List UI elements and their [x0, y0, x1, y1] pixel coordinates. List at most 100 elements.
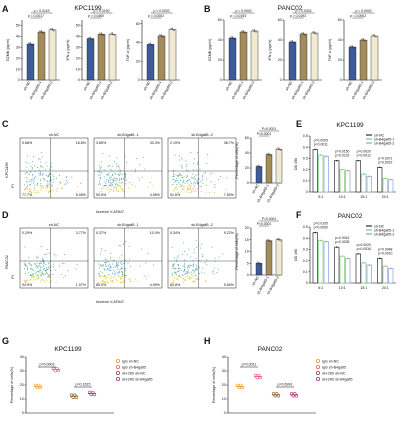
D-flow-event-2-57	[182, 275, 184, 277]
C-flow-event-2-29	[176, 184, 178, 186]
D-flow-event-1-24	[98, 275, 100, 277]
D-flow-event-2-156	[183, 269, 185, 271]
D-flow-event-2-59	[211, 271, 213, 273]
C-flow-event-1-15	[100, 161, 102, 163]
C-flow-event-2-115	[192, 177, 194, 179]
D-flow-event-1-32	[121, 261, 123, 263]
panel-label-e: E	[296, 119, 302, 129]
D-flow-event-0-35	[40, 245, 42, 247]
C-flow-event-2-3	[204, 171, 206, 173]
C-flow-q4-1: 4.55%	[150, 193, 161, 197]
legend-h: IgG sh-NC IgG sh-B4galt5 αH-2Kb sh-NC αH…	[315, 358, 352, 381]
D-flow-event-2-55	[197, 277, 199, 279]
E-point-0-0	[314, 148, 317, 151]
F-annotation-6: p=0.0048	[378, 247, 392, 251]
D-flow-event-2-75	[178, 275, 180, 277]
D-flow-event-0-66	[45, 271, 47, 273]
C-flow-event-2-152	[195, 174, 197, 176]
B3-point-0-2	[353, 46, 355, 49]
C-point-1-2	[269, 154, 272, 157]
H-point-0-1	[237, 385, 241, 390]
D-flow-event-1-148	[116, 272, 118, 274]
E-bar-2-0	[355, 160, 361, 193]
G-point-1-2	[55, 366, 59, 371]
D-flow-event-0-51	[55, 281, 57, 283]
legend-g: IgG sh-NC IgG sh-B4galt5 αH-2Kb sh-NC αH…	[116, 358, 152, 381]
D-flow-event-0-38	[46, 279, 48, 281]
flow-plots-d: sh-NC 0.29% 3.77% 94.9% 1.07% sh-B4galt5 -1 0.…	[19, 223, 237, 289]
H-y-axis-title: Percentage of cells(%)	[212, 367, 216, 403]
D-flow-event-1-88	[106, 259, 108, 261]
D-flow-event-0-129	[47, 273, 49, 275]
H-point-3-2	[293, 392, 297, 396]
C-bar-0	[255, 166, 263, 184]
D-flow-event-1-112	[100, 282, 102, 284]
D-flow-event-0-63	[24, 263, 26, 265]
F-point-3-1	[384, 265, 387, 268]
E-annotation-5: p=0.0012	[357, 154, 371, 158]
D-flow-event-2-80	[191, 281, 193, 283]
C-ytick-label-2: 40	[245, 151, 249, 155]
D-flow-event-0-120	[63, 277, 65, 279]
C-flow-event-2-108	[182, 182, 184, 184]
C-flow-event-0-120	[31, 179, 33, 181]
C-flow-event-2-93	[195, 183, 197, 185]
D-flow-event-1-151	[106, 265, 108, 267]
D-flow-event-2-84	[194, 248, 196, 250]
E-category-label-2: 15:1	[360, 195, 367, 199]
G-point-2-2	[73, 393, 77, 397]
A3-point-1-2	[162, 35, 164, 38]
panel-label-h: H	[204, 336, 211, 346]
C-flow-event-2-107	[181, 191, 183, 193]
D-flow-event-0-68	[60, 273, 62, 275]
C-flow-event-2-57	[187, 185, 189, 187]
C-flow-event-2-103	[183, 176, 185, 178]
D-flow-event-1-110	[129, 278, 131, 280]
B2-point-1-1	[302, 33, 305, 35]
title-b: PANC02	[278, 5, 303, 12]
C-ytick-label-1: 20	[245, 166, 249, 170]
E-bar-0-2	[323, 155, 329, 193]
C-flow-event-1-30	[110, 188, 112, 190]
C-flow-event-0-115	[40, 171, 42, 173]
C-flow-event-0-87	[47, 187, 49, 189]
D-flow-event-0-46	[46, 272, 48, 274]
D-flow-event-2-51	[190, 277, 192, 279]
C-flow-event-2-98	[195, 188, 197, 190]
D-flow-event-1-109	[139, 265, 141, 267]
C-flow-event-2-46	[212, 172, 214, 174]
C-flow-event-1-156	[99, 183, 101, 185]
C-flow-event-0-129	[30, 171, 32, 173]
D-flow-event-2-66	[192, 269, 194, 271]
D-flow-event-2-124	[195, 240, 197, 242]
B2-point-1-2	[304, 33, 306, 36]
C-flow-event-0-26	[47, 183, 49, 185]
C-flow-event-0-125	[33, 188, 35, 190]
legend-f-label-3: sh-B4galt5-2	[374, 232, 394, 236]
legend-g-label-2: IgG sh-B4galt5	[122, 365, 146, 369]
F-point-2-2	[368, 264, 371, 266]
C-flow-event-0-0	[48, 191, 50, 193]
D-flow-event-1-117	[108, 268, 110, 270]
C-flow-event-1-68	[121, 181, 123, 183]
A2-point-2-0	[110, 32, 112, 35]
D-flow-event-2-3	[194, 269, 196, 271]
C-flow-event-2-17	[178, 174, 180, 176]
D-flow-event-0-80	[24, 272, 26, 274]
D-flow-event-2-135	[183, 278, 185, 280]
A1-ytick-label-2: 20	[16, 56, 20, 60]
D-flow-event-2-100	[194, 270, 196, 272]
D-flow-event-1-48	[110, 252, 112, 254]
D-flow-event-2-139	[198, 267, 200, 269]
D-flow-event-0-43	[25, 280, 27, 282]
C-flow-event-2-119	[202, 182, 204, 184]
C-flow-q3-1: 59.5%	[96, 193, 107, 197]
C-flow-event-1-75	[98, 174, 100, 176]
D-flow-event-0-154	[43, 273, 45, 275]
C-flow-event-2-141	[172, 184, 174, 186]
F-category-label-0: 5:1	[318, 286, 323, 290]
D-flow-event-1-46	[119, 276, 121, 278]
D-flow-event-1-123	[119, 268, 121, 270]
C-flow-event-1-22	[139, 164, 141, 166]
A3-ytick-label-1: 20	[136, 59, 140, 63]
